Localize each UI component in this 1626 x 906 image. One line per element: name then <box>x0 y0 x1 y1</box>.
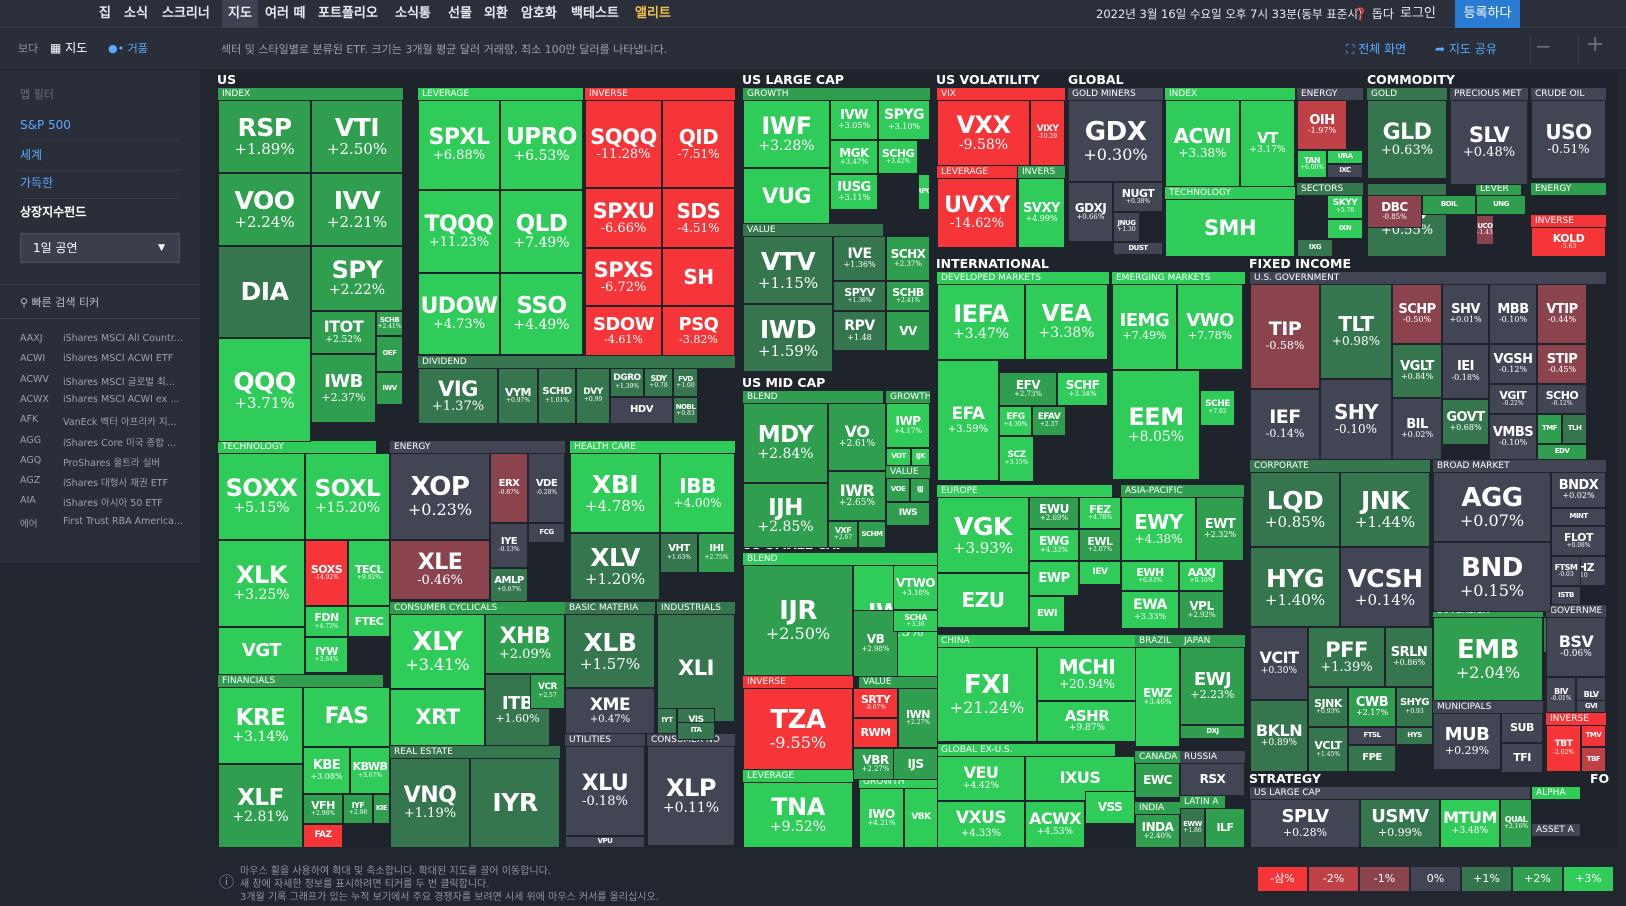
filter-title: 맵 필터 <box>20 88 54 101</box>
view-label: 보다 <box>18 42 39 55</box>
expand-icon: ⛶ <box>1346 42 1355 56</box>
legend-cell: +3% <box>1564 867 1613 891</box>
ticker-list-name[interactable]: iShares MSCI ACWI ETF <box>63 353 174 365</box>
nav-home[interactable]: 집 <box>99 6 111 21</box>
nav-screener[interactable]: 스크리너 <box>162 6 210 21</box>
ticker-list-name[interactable]: iShares MSCI 글로벌 최... <box>63 376 175 388</box>
bubble-icon: ●• <box>108 42 125 55</box>
share-label: 지도 공유 <box>1448 42 1497 56</box>
ticker-list-name[interactable]: ProShares 울트라 실버 <box>63 457 161 469</box>
ticker-list-name[interactable]: iShares 아시아 50 ETF <box>63 498 163 510</box>
filter-sp500[interactable]: S&P 500 <box>20 118 180 140</box>
ticker-list-symbol[interactable]: ACWV <box>20 373 49 385</box>
current-datetime: 2022년 3월 16일 수요일 오후 7시 33분(동부 표준시) <box>1096 7 1363 21</box>
legend-cell: +1% <box>1462 867 1511 891</box>
fullscreen-button[interactable]: ⛶ 전체 화면 <box>1346 40 1406 57</box>
footer-hint-line: 3개월 기록 그래프가 있는 누적 보기에서 주요 경쟁자를 보려면 시세 위에… <box>240 892 659 903</box>
divider <box>0 318 200 319</box>
divider <box>1530 34 1531 64</box>
bubble-view-toggle[interactable]: ●• 거품 <box>108 40 148 56</box>
legend-cell: +2% <box>1513 867 1562 891</box>
top-navigation-bar: 집 소식 스크리너 지도 여러 떼 포트폴리오 소식통 선물 외환 암호화 백테… <box>0 0 1626 28</box>
help-label: 돕다 <box>1371 7 1394 21</box>
map-description: 섹터 및 스타일별로 분류된 ETF. 크기는 3개월 평균 달러 거래량, 최… <box>221 43 668 56</box>
map-view-toggle[interactable]: ▦ 지도 <box>50 39 87 56</box>
filter-full[interactable]: 가득한 <box>20 174 180 199</box>
chevron-down-icon: ▼ <box>158 243 165 253</box>
ticker-list-symbol[interactable]: ACWX <box>20 393 49 405</box>
search-placeholder: 빠른 검색 티커 <box>31 296 100 309</box>
legend-cell: -2% <box>1309 867 1358 891</box>
help-link[interactable]: ❓ 돕다 <box>1353 0 1394 28</box>
nav-futures[interactable]: 선물 <box>448 6 472 21</box>
ticker-list-name[interactable]: iShares MSCI All Countr... <box>63 333 183 344</box>
ticker-list-name[interactable]: VanEck 벡터 아프리카 지... <box>63 417 177 429</box>
ticker-list-symbol[interactable]: AAXJ <box>20 333 43 344</box>
fullscreen-label: 전체 화면 <box>1358 42 1407 56</box>
share-map-button[interactable]: ➦ 지도 공유 <box>1435 40 1497 57</box>
ticker-list-name[interactable]: iShares MSCI ACWI ex ... <box>63 393 180 405</box>
ticker-list-symbol[interactable]: AIA <box>20 495 36 507</box>
ticker-list-symbol[interactable]: AFK <box>20 414 39 426</box>
nav-backtests[interactable]: 백테스트 <box>571 6 619 21</box>
login-link[interactable]: 로그인 <box>1400 6 1436 21</box>
zoom-in-button[interactable]: + <box>1586 32 1605 57</box>
divider <box>0 284 200 285</box>
ticker-list-name[interactable]: First Trust RBA America... <box>63 515 183 527</box>
info-icon: ⓘ <box>219 873 235 891</box>
search-icon: ⚲ <box>20 296 29 309</box>
footer-hints: 마우스 휠을 사용하여 확대 및 축소합니다. 확대된 지도를 끌어 이동합니다… <box>240 865 659 904</box>
nav-forex[interactable]: 외환 <box>484 6 508 21</box>
quick-search-input[interactable]: ⚲ 빠른 검색 티커 <box>20 294 99 310</box>
register-button[interactable]: 등록하다 <box>1455 0 1520 28</box>
legend-cell: 0% <box>1411 867 1460 891</box>
nav-insider[interactable]: 소식통 <box>395 6 431 21</box>
toolbar <box>0 29 1626 69</box>
ticker-list-symbol[interactable]: AGQ <box>20 454 42 466</box>
map-view-label: 지도 <box>65 41 88 55</box>
filter-world[interactable]: 세계 <box>20 146 180 171</box>
legend-cell: -삼% <box>1258 867 1307 891</box>
sidebar <box>0 70 200 563</box>
ticker-list-symbol[interactable]: AGG <box>20 434 42 446</box>
nav-crypto[interactable]: 암호화 <box>521 6 557 21</box>
ticker-list-name[interactable]: iShares Core 미국 종합 ... <box>63 437 177 449</box>
grid-icon: ▦ <box>50 41 62 55</box>
nav-news[interactable]: 소식 <box>124 6 148 21</box>
question-circle-icon: ❓ <box>1353 7 1368 21</box>
period-select-value: 1일 공연 <box>33 241 78 255</box>
nav-maps[interactable]: 지도 <box>222 0 258 28</box>
zoom-out-button[interactable]: − <box>1535 34 1552 58</box>
ticker-list-symbol[interactable]: ACWI <box>20 353 46 365</box>
ticker-list-name[interactable]: iShares 대형사 채권 ETF <box>63 478 169 490</box>
share-icon: ➦ <box>1435 42 1446 56</box>
nav-portfolio[interactable]: 포트폴리오 <box>318 6 378 21</box>
filter-etf[interactable]: 상장지수펀드 <box>20 205 87 219</box>
legend-cell: -1% <box>1360 867 1409 891</box>
divider <box>1578 34 1579 64</box>
etf-treemap <box>217 72 1617 848</box>
footer-hint-line: 새 창에 자세한 정보를 표시하려면 티커를 두 번 클릭합니다. <box>240 879 490 890</box>
ticker-list-symbol[interactable]: 에어 <box>20 518 38 530</box>
ticker-list-symbol[interactable]: AGZ <box>20 475 41 487</box>
nav-elite[interactable]: 앨리트 <box>635 6 671 21</box>
bubble-view-label: 거품 <box>127 42 148 55</box>
period-select[interactable]: 1일 공연 ▼ <box>20 233 180 263</box>
footer-hint-line: 마우스 휠을 사용하여 확대 및 축소합니다. 확대된 지도를 끌어 이동합니다… <box>240 866 551 877</box>
nav-groups[interactable]: 여러 떼 <box>265 6 306 21</box>
